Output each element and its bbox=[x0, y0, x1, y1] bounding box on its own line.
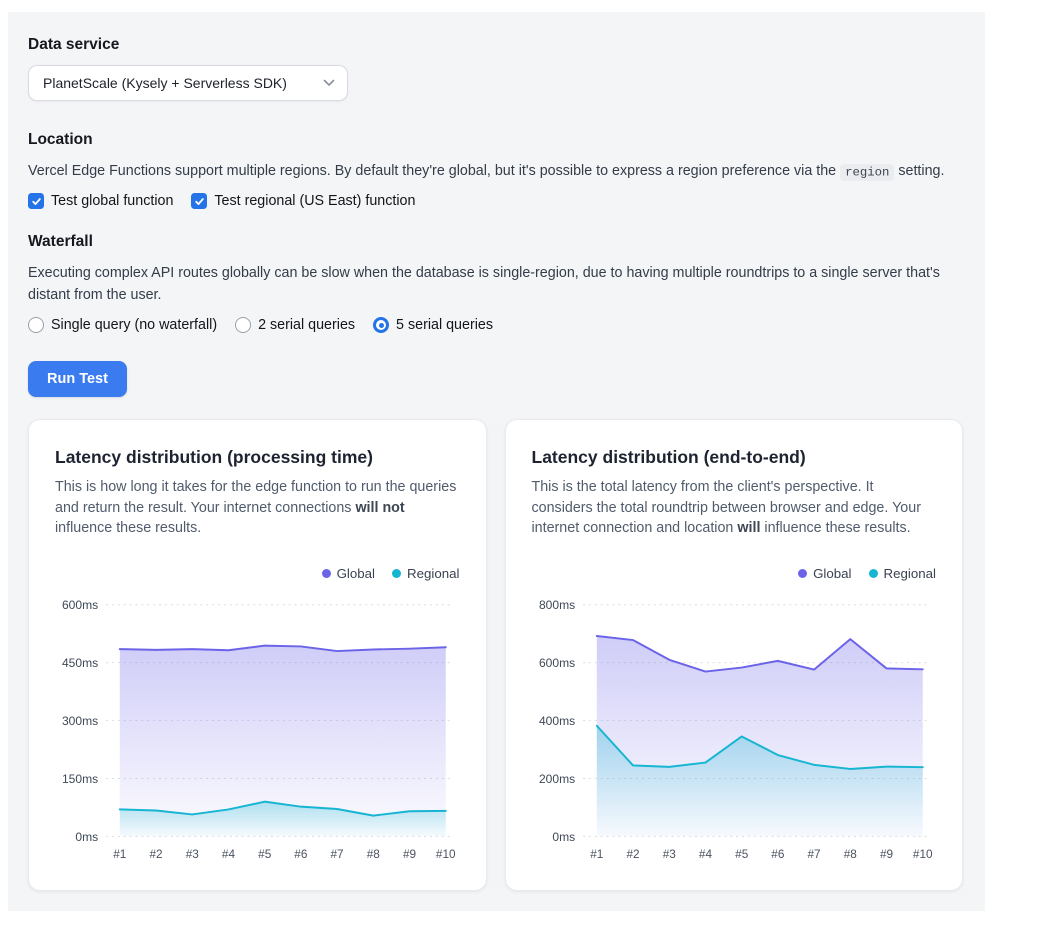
latency-card-end-to-end: Latency distribution (end-to-end) This i… bbox=[504, 419, 963, 891]
checkbox-label: Test global function bbox=[51, 193, 174, 210]
global-series-dot-icon bbox=[798, 568, 808, 578]
location-description: Vercel Edge Functions support multiple r… bbox=[28, 163, 945, 181]
waterfall-radio-row: Single query (no waterfall) 2 serial que… bbox=[28, 317, 963, 334]
svg-text:#9: #9 bbox=[879, 848, 892, 861]
run-test-button[interactable]: Run Test bbox=[28, 361, 127, 398]
card-title: Latency distribution (end-to-end) bbox=[531, 447, 806, 468]
page-container: Data service PlanetScale (Kysely + Serve… bbox=[8, 12, 985, 911]
data-service-selected-value: PlanetScale (Kysely + Serverless SDK) bbox=[43, 75, 287, 91]
svg-text:600ms: 600ms bbox=[538, 656, 574, 670]
card-title: Latency distribution (processing time) bbox=[55, 447, 373, 468]
radio-unchecked-icon[interactable] bbox=[235, 317, 252, 334]
chart-legend: Global Regional bbox=[55, 566, 460, 581]
radio-2-serial-queries[interactable]: 2 serial queries bbox=[235, 317, 356, 334]
svg-text:#1: #1 bbox=[590, 848, 603, 861]
svg-text:800ms: 800ms bbox=[538, 598, 574, 612]
legend-item-global: Global bbox=[321, 566, 375, 581]
latency-chart-processing-time: 0ms 150ms 300ms 450ms 600ms #1 #2 #3 #4 #5 #6 #7 #8 #… bbox=[55, 589, 460, 874]
svg-text:#10: #10 bbox=[912, 848, 932, 861]
legend-item-regional: Regional bbox=[392, 566, 460, 581]
radio-label: Single query (no waterfall) bbox=[51, 317, 218, 334]
svg-text:#10: #10 bbox=[436, 848, 456, 861]
svg-text:#9: #9 bbox=[403, 848, 416, 861]
svg-text:300ms: 300ms bbox=[62, 714, 98, 728]
svg-text:150ms: 150ms bbox=[62, 772, 98, 786]
checkbox-test-global-function[interactable]: Test global function bbox=[28, 193, 174, 210]
svg-text:#3: #3 bbox=[186, 848, 200, 861]
svg-text:600ms: 600ms bbox=[62, 598, 98, 612]
waterfall-heading: Waterfall bbox=[28, 233, 93, 251]
svg-text:#5: #5 bbox=[735, 848, 749, 861]
chevron-down-icon bbox=[323, 79, 335, 87]
chart-legend: Global Regional bbox=[532, 566, 936, 581]
svg-text:#2: #2 bbox=[149, 848, 162, 861]
svg-text:#4: #4 bbox=[222, 848, 236, 861]
svg-text:#7: #7 bbox=[807, 848, 820, 861]
svg-text:#2: #2 bbox=[626, 848, 639, 861]
charts-row: Latency distribution (processing time) T… bbox=[28, 419, 963, 891]
data-service-heading: Data service bbox=[28, 36, 120, 53]
card-description: This is how long it takes for the edge f… bbox=[55, 479, 457, 537]
legend-item-global: Global bbox=[798, 566, 852, 581]
checkbox-test-regional-function[interactable]: Test regional (US East) function bbox=[191, 193, 416, 210]
card-description: This is the total latency from the clien… bbox=[531, 479, 921, 537]
svg-text:#7: #7 bbox=[331, 848, 344, 861]
svg-text:#5: #5 bbox=[258, 848, 272, 861]
svg-text:#1: #1 bbox=[113, 848, 126, 861]
regional-series-dot-icon bbox=[868, 568, 878, 578]
latency-chart-end-to-end: 0ms 200ms 400ms 600ms 800ms #1 #2 #3 #4 #5 #6 #7 #8 #… bbox=[532, 589, 937, 874]
radio-single-query[interactable]: Single query (no waterfall) bbox=[28, 317, 218, 334]
svg-text:450ms: 450ms bbox=[62, 656, 98, 670]
svg-text:0ms: 0ms bbox=[552, 830, 575, 844]
svg-text:400ms: 400ms bbox=[538, 714, 574, 728]
waterfall-description: Executing complex API routes globally ca… bbox=[28, 265, 940, 304]
checkbox-label: Test regional (US East) function bbox=[214, 193, 416, 210]
svg-text:#6: #6 bbox=[771, 848, 785, 861]
regional-series-dot-icon bbox=[392, 568, 401, 578]
region-code-chip: region bbox=[840, 163, 895, 181]
radio-unchecked-icon[interactable] bbox=[28, 317, 44, 334]
svg-text:#8: #8 bbox=[843, 848, 857, 861]
latency-card-processing-time: Latency distribution (processing time) T… bbox=[28, 419, 487, 891]
svg-text:0ms: 0ms bbox=[75, 830, 98, 844]
location-checkbox-row: Test global function Test regional (US E… bbox=[28, 193, 963, 210]
svg-text:#8: #8 bbox=[367, 848, 381, 861]
radio-label: 2 serial queries bbox=[258, 317, 356, 334]
svg-text:200ms: 200ms bbox=[538, 772, 574, 786]
checkbox-checked-icon[interactable] bbox=[191, 193, 208, 210]
legend-item-regional: Regional bbox=[868, 566, 936, 581]
radio-checked-icon[interactable] bbox=[373, 317, 390, 334]
radio-5-serial-queries[interactable]: 5 serial queries bbox=[373, 317, 493, 334]
svg-text:#6: #6 bbox=[294, 848, 308, 861]
svg-text:#3: #3 bbox=[662, 848, 676, 861]
location-heading: Location bbox=[28, 131, 93, 148]
radio-label: 5 serial queries bbox=[396, 317, 493, 334]
svg-text:#4: #4 bbox=[698, 848, 712, 861]
data-service-select[interactable]: PlanetScale (Kysely + Serverless SDK) bbox=[28, 65, 348, 101]
checkbox-checked-icon[interactable] bbox=[28, 193, 44, 210]
global-series-dot-icon bbox=[321, 568, 331, 578]
